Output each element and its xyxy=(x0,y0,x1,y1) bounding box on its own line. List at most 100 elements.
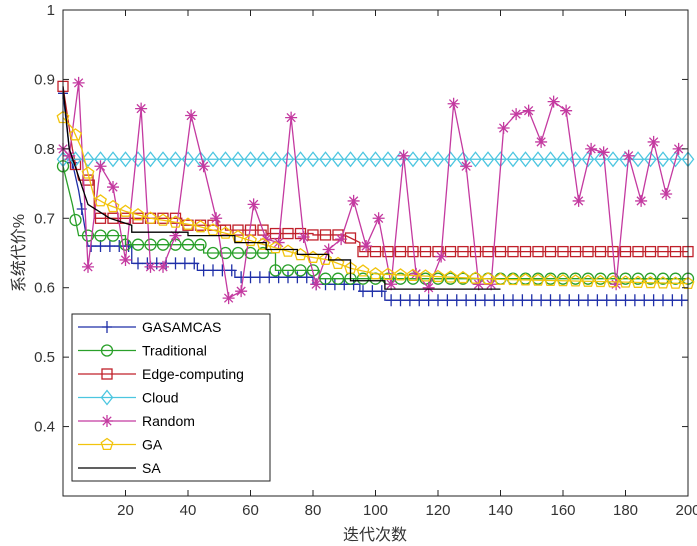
marker-gasamcas xyxy=(404,294,415,307)
marker-traditional xyxy=(256,246,270,260)
marker-random xyxy=(185,109,198,122)
marker-edge-computing xyxy=(644,245,657,258)
marker-gasamcas xyxy=(133,257,143,270)
marker-traditional xyxy=(619,272,632,285)
marker-gasamcas xyxy=(423,294,434,307)
marker-ga xyxy=(356,264,370,277)
legend-marker xyxy=(101,415,113,427)
marker-gasamcas xyxy=(658,294,668,307)
y-tick-label: 0.7 xyxy=(34,210,55,227)
marker-ga xyxy=(294,247,307,261)
legend-marker xyxy=(101,368,113,380)
x-tick-label: 60 xyxy=(242,502,259,519)
marker-gasamcas xyxy=(376,285,387,298)
marker-gasamcas xyxy=(498,294,509,307)
marker-traditional xyxy=(394,272,407,285)
x-axis-label: 迭代次数 xyxy=(343,526,407,544)
marker-random xyxy=(285,111,298,124)
marker-cloud xyxy=(119,151,132,168)
marker-random xyxy=(397,149,410,162)
marker-random xyxy=(335,233,348,246)
marker-traditional xyxy=(319,272,332,285)
marker-random xyxy=(647,135,660,148)
legend-label: Traditional xyxy=(142,343,207,359)
marker-ga xyxy=(669,276,682,289)
marker-ga xyxy=(331,256,345,270)
marker-ga xyxy=(269,240,282,254)
marker-edge-computing xyxy=(282,227,294,240)
marker-cloud xyxy=(294,151,307,168)
marker-traditional xyxy=(644,272,657,285)
marker-ga xyxy=(194,220,207,233)
marker-ga xyxy=(94,194,107,207)
marker-edge-computing xyxy=(344,232,357,244)
marker-random xyxy=(72,76,85,89)
marker-cloud xyxy=(144,151,157,168)
marker-gasamcas xyxy=(508,294,518,307)
marker-gasamcas xyxy=(611,294,622,307)
x-tick-label: 140 xyxy=(488,502,513,519)
marker-cloud xyxy=(656,151,670,168)
marker-ga xyxy=(256,237,270,250)
y-tick-label: 0.4 xyxy=(34,419,55,436)
x-tick-label: 160 xyxy=(550,502,575,519)
marker-cloud xyxy=(344,151,357,168)
marker-random xyxy=(144,260,157,273)
marker-gasamcas xyxy=(414,294,425,307)
marker-edge-computing xyxy=(319,229,332,241)
marker-gasamcas xyxy=(367,285,378,298)
marker-cloud xyxy=(531,151,545,168)
marker-cloud xyxy=(244,151,257,168)
marker-ga xyxy=(606,275,620,288)
series-sa xyxy=(62,86,501,290)
marker-ga xyxy=(494,272,507,285)
marker-ga xyxy=(106,199,120,213)
legend-entry-sa: SA xyxy=(78,460,161,476)
marker-ga xyxy=(644,275,657,289)
marker-gasamcas xyxy=(545,294,556,307)
marker-gasamcas xyxy=(592,294,603,307)
marker-random xyxy=(360,240,373,253)
marker-cloud xyxy=(544,151,557,168)
marker-random xyxy=(560,104,573,117)
marker-gasamcas xyxy=(433,294,443,307)
marker-random xyxy=(322,243,335,256)
legend-label: Random xyxy=(142,413,195,429)
series-line-sa xyxy=(62,86,501,290)
marker-ga xyxy=(556,273,570,287)
legend-entry-edge-computing: Edge-computing xyxy=(78,366,244,382)
marker-ga xyxy=(456,270,470,284)
marker-random xyxy=(310,278,323,291)
y-tick-label: 0.6 xyxy=(34,280,55,297)
marker-ga xyxy=(219,226,232,239)
marker-random xyxy=(585,142,598,155)
marker-ga xyxy=(231,229,245,243)
marker-gasamcas xyxy=(676,294,687,307)
marker-traditional xyxy=(181,238,195,251)
marker-cloud xyxy=(506,151,520,168)
marker-cloud xyxy=(469,151,482,168)
marker-random xyxy=(547,95,560,108)
marker-gasamcas xyxy=(667,294,678,307)
marker-random xyxy=(372,212,385,225)
marker-edge-computing xyxy=(394,245,407,258)
marker-random xyxy=(672,142,685,155)
marker-cloud xyxy=(481,151,495,168)
marker-cloud xyxy=(169,151,182,168)
marker-ga xyxy=(394,268,407,281)
marker-ga xyxy=(444,270,457,283)
legend-marker xyxy=(100,344,114,357)
marker-random xyxy=(597,146,610,159)
marker-traditional xyxy=(206,246,220,260)
marker-edge-computing xyxy=(169,212,182,224)
y-tick-label: 0.9 xyxy=(34,71,55,88)
marker-cloud xyxy=(581,151,595,168)
legend-marker xyxy=(102,321,112,333)
marker-random xyxy=(522,104,535,117)
marker-gasamcas xyxy=(226,264,237,277)
legend-label: GA xyxy=(142,437,163,453)
marker-edge-computing xyxy=(557,245,569,258)
marker-random xyxy=(385,278,398,291)
marker-ga xyxy=(206,223,220,236)
marker-traditional xyxy=(119,238,132,251)
